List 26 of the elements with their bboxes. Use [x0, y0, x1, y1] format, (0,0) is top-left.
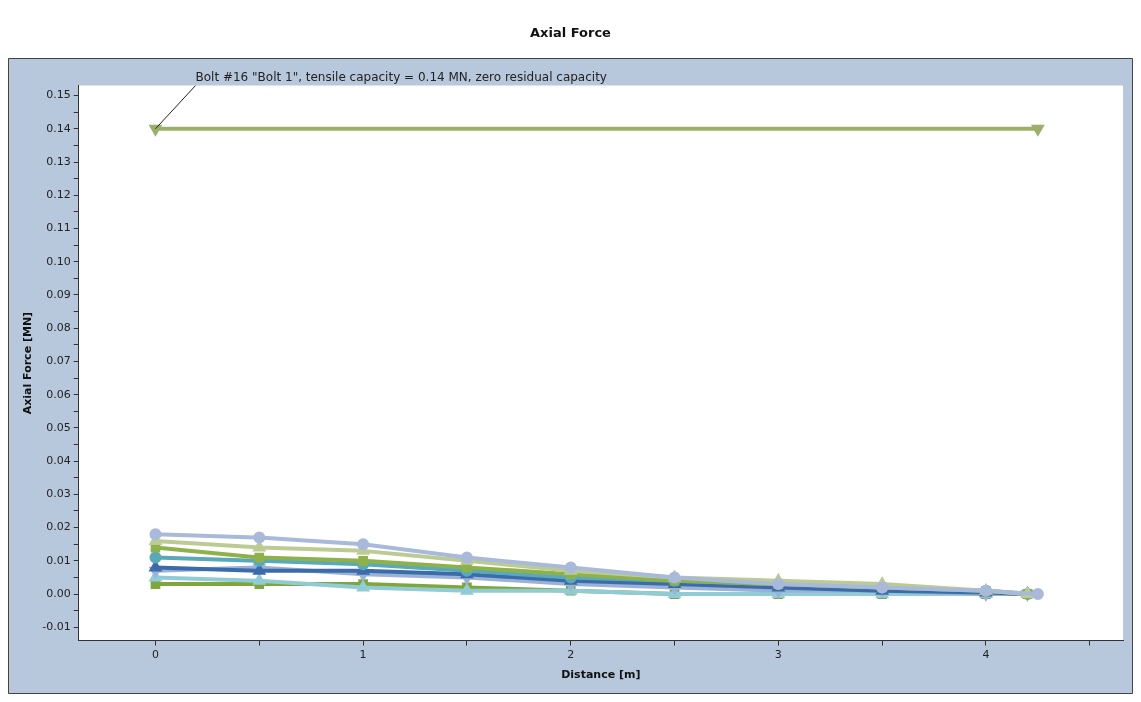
y-tick-label: 0.05 — [46, 420, 71, 434]
y-tick-label: 0.09 — [46, 287, 71, 301]
y-tick-label: 0.13 — [46, 154, 71, 168]
y-tick-label: -0.01 — [42, 620, 71, 634]
y-tick-label: 0.15 — [46, 88, 71, 102]
y-axis-title: Axial Force [MN] — [21, 311, 35, 415]
y-tick-label: 0.06 — [46, 387, 71, 401]
y-tick-label: 0.08 — [46, 321, 71, 335]
x-tick-label: 0 — [151, 648, 159, 662]
y-tick-label: 0.12 — [46, 188, 71, 202]
y-tick-label: 0.00 — [46, 586, 71, 600]
y-tick-label: 0.01 — [46, 553, 71, 567]
y-tick-label: 0.02 — [46, 520, 71, 534]
x-tick-label: 4 — [982, 648, 990, 662]
x-tick-label: 3 — [774, 648, 782, 662]
y-tick-label: 0.03 — [46, 487, 71, 501]
x-tick-label: 1 — [359, 648, 367, 662]
annotation: Bolt #16 "Bolt 1", tensile capacity = 0.14 MN, zero residual capacity — [195, 69, 607, 84]
y-tick-label: 0.14 — [46, 121, 71, 135]
y-tick-label: 0.04 — [46, 454, 71, 467]
y-tick-label: 0.07 — [46, 354, 71, 368]
chart-title: Axial Force — [530, 25, 612, 41]
y-tick-label: 0.11 — [46, 221, 71, 235]
x-tick-label: 2 — [567, 648, 575, 662]
y-tick-label: 0.10 — [46, 254, 71, 268]
x-axis-title: Distance [m] — [561, 668, 641, 682]
